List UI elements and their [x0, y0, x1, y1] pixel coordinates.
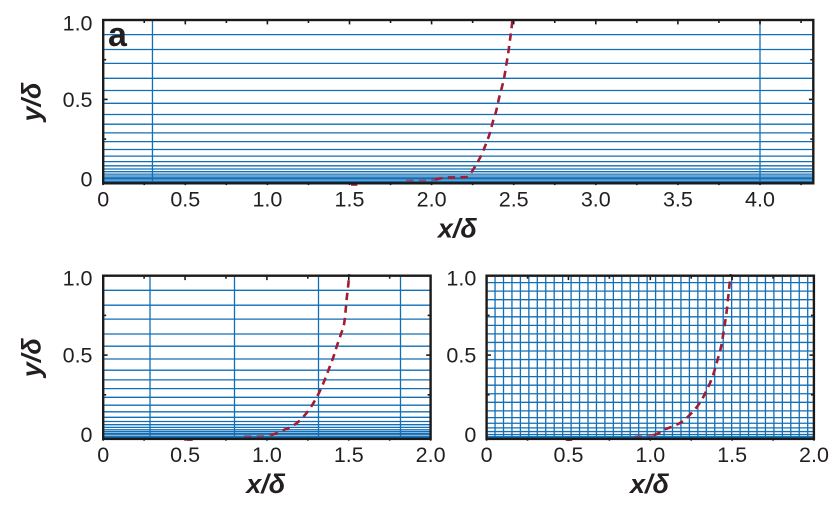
svg-text:0: 0: [81, 167, 93, 191]
svg-text:0.5: 0.5: [63, 88, 93, 112]
svg-text:0.5: 0.5: [170, 188, 200, 212]
svg-text:y/δ: y/δ: [17, 338, 47, 380]
svg-text:3.5: 3.5: [663, 188, 693, 212]
svg-text:1.0: 1.0: [63, 267, 93, 291]
svg-text:1.5: 1.5: [717, 443, 747, 467]
svg-text:1.0: 1.0: [252, 188, 282, 212]
svg-text:1.0: 1.0: [635, 443, 665, 467]
svg-text:0: 0: [481, 443, 493, 467]
svg-text:1.0: 1.0: [252, 443, 282, 467]
svg-text:x/δ: x/δ: [244, 469, 286, 499]
svg-text:0: 0: [464, 423, 476, 447]
svg-text:4.0: 4.0: [745, 188, 775, 212]
svg-text:0.5: 0.5: [446, 344, 476, 368]
svg-text:1.5: 1.5: [335, 188, 365, 212]
svg-text:3.0: 3.0: [581, 188, 611, 212]
svg-text:2.0: 2.0: [799, 443, 829, 467]
svg-text:x/δ: x/δ: [436, 214, 478, 244]
svg-text:x/δ: x/δ: [628, 469, 670, 499]
svg-text:2.0: 2.0: [417, 188, 447, 212]
svg-text:0.5: 0.5: [63, 344, 93, 368]
svg-text:1.0: 1.0: [63, 12, 93, 36]
svg-text:2.5: 2.5: [499, 188, 529, 212]
svg-text:0: 0: [81, 423, 93, 447]
svg-text:y/δ: y/δ: [17, 82, 47, 124]
svg-text:0.5: 0.5: [554, 443, 584, 467]
svg-text:0: 0: [97, 443, 109, 467]
svg-text:a: a: [108, 16, 128, 54]
svg-text:0: 0: [97, 188, 109, 212]
svg-text:1.5: 1.5: [334, 443, 364, 467]
svg-text:1.0: 1.0: [446, 267, 476, 291]
svg-text:2.0: 2.0: [416, 443, 446, 467]
svg-text:0.5: 0.5: [170, 443, 200, 467]
